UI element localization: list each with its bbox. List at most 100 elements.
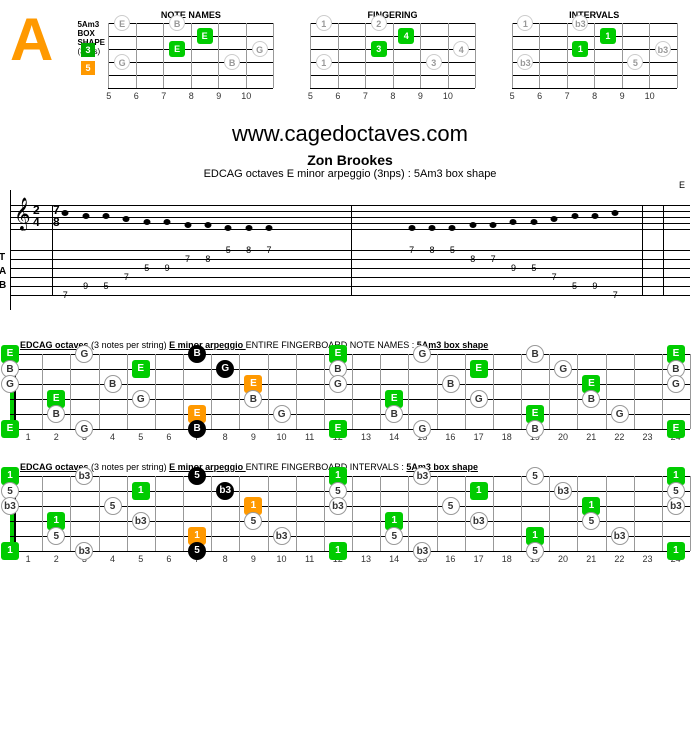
note-marker: 5 — [526, 542, 544, 560]
tab-number: 5 — [531, 263, 536, 273]
note-marker: 5 — [385, 527, 403, 545]
note-marker: B — [47, 405, 65, 423]
note-marker: b3 — [413, 467, 431, 485]
fret-numbers: 5678910 — [498, 91, 690, 101]
fretboard: 1243413 — [310, 23, 475, 88]
note-marker: 3 — [371, 41, 387, 57]
note-marker: E — [329, 420, 347, 438]
tab-number: 7 — [267, 245, 272, 255]
note-marker: 1 — [667, 542, 685, 560]
note-marker: 1 — [1, 542, 19, 560]
note-marker: B — [385, 405, 403, 423]
fretboard: EBEEGGB — [108, 23, 273, 88]
tab-number: 5 — [572, 281, 577, 291]
shape-indicator: A 5Am3BOXSHAPE(3nps) 3 5 — [10, 10, 80, 90]
tab-number: 7 — [124, 272, 129, 282]
tab-number: 7 — [409, 245, 414, 255]
note-marker: 1 — [517, 15, 533, 31]
note-marker: G — [75, 420, 93, 438]
note-marker: 1 — [316, 15, 332, 31]
note-marker: b3 — [572, 15, 588, 31]
note-marker: 3 — [426, 54, 442, 70]
note-marker: B — [244, 390, 262, 408]
note-marker: 5 — [104, 497, 122, 515]
tab-number: 9 — [83, 281, 88, 291]
tab-number: 8 — [470, 254, 475, 264]
note-marker: 5 — [526, 467, 544, 485]
note-marker: E — [169, 41, 185, 57]
note-marker: b3 — [470, 512, 488, 530]
mini-diagrams: NOTE NAMESEBEEGGB5678910FINGERING1243413… — [95, 10, 690, 101]
note-marker: 4 — [453, 41, 469, 57]
note-marker: E — [470, 360, 488, 378]
note-marker: G — [667, 375, 685, 393]
end-label: E — [679, 180, 685, 190]
full-diagrams: EDCAG octaves (3 notes per string) E min… — [10, 340, 690, 564]
tab-number: 7 — [613, 290, 618, 300]
tab-number: 8 — [246, 245, 251, 255]
fret-numbers: 123456789101112131415161718192021222324 — [14, 432, 690, 442]
note-marker: b3 — [611, 527, 629, 545]
note-marker: E — [1, 420, 19, 438]
note-marker: b3 — [554, 482, 572, 500]
note-marker: 1 — [329, 542, 347, 560]
subtitle: EDCAG octaves E minor arpeggio (3nps) : … — [10, 168, 690, 180]
fingerboard-section: EDCAG octaves (3 notes per string) E min… — [10, 462, 690, 564]
note-marker: 1 — [470, 482, 488, 500]
note-marker: B — [582, 390, 600, 408]
note-marker: b3 — [667, 497, 685, 515]
tab-number: 8 — [429, 245, 434, 255]
note-marker: b3 — [329, 497, 347, 515]
note-marker: B — [526, 345, 544, 363]
note-marker: 1 — [316, 54, 332, 70]
section-title: EDCAG octaves (3 notes per string) E min… — [20, 340, 690, 350]
author-name: Zon Brookes — [10, 152, 690, 168]
note-marker: G — [132, 390, 150, 408]
mini-diagram: FINGERING12434135678910 — [297, 10, 489, 101]
note-marker: b3 — [517, 54, 533, 70]
note-marker: b3 — [75, 542, 93, 560]
note-marker: B — [188, 345, 206, 363]
note-marker: G — [216, 360, 234, 378]
mini-diagram: INTERVALS1b311b3b355678910 — [498, 10, 690, 101]
note-marker: b3 — [1, 497, 19, 515]
note-marker: G — [611, 405, 629, 423]
fret-numbers: 123456789101112131415161718192021222324 — [14, 554, 690, 564]
tab-number: 7 — [63, 290, 68, 300]
note-marker: b3 — [216, 482, 234, 500]
note-marker: b3 — [413, 542, 431, 560]
note-marker: G — [1, 375, 19, 393]
note-marker: 4 — [398, 28, 414, 44]
note-marker: E — [132, 360, 150, 378]
fingerboard-section: EDCAG octaves (3 notes per string) E min… — [10, 340, 690, 442]
note-marker: B — [526, 420, 544, 438]
note-marker: b3 — [273, 527, 291, 545]
tab-number: 7 — [185, 254, 190, 264]
shape-dots: 3 5 — [81, 40, 95, 76]
note-marker: B — [169, 15, 185, 31]
note-marker: 5 — [244, 512, 262, 530]
note-marker: G — [413, 420, 431, 438]
mini-diagram: NOTE NAMESEBEEGGB5678910 — [95, 10, 287, 101]
tab-number: 7 — [491, 254, 496, 264]
note-marker: 5 — [442, 497, 460, 515]
tab-number: 5 — [144, 263, 149, 273]
tab-number: 5 — [450, 245, 455, 255]
tab-number: 8 — [205, 254, 210, 264]
note-marker: 5 — [188, 467, 206, 485]
shape-letter: A — [10, 10, 80, 70]
note-marker: G — [413, 345, 431, 363]
fret-numbers: 5678910 — [95, 91, 287, 101]
note-marker: b3 — [132, 512, 150, 530]
website-url: www.cagedoctaves.com — [10, 121, 690, 147]
note-marker: E — [667, 420, 685, 438]
note-marker: b3 — [75, 467, 93, 485]
full-fretboard: 1b351b35151b351b35b351b351b31b351b3551b3… — [10, 476, 690, 551]
tab-number: 5 — [226, 245, 231, 255]
note-marker: B — [188, 420, 206, 438]
note-marker: G — [470, 390, 488, 408]
tab-number: 7 — [552, 272, 557, 282]
note-marker: 2 — [371, 15, 387, 31]
note-marker: G — [273, 405, 291, 423]
note-marker: E — [197, 28, 213, 44]
